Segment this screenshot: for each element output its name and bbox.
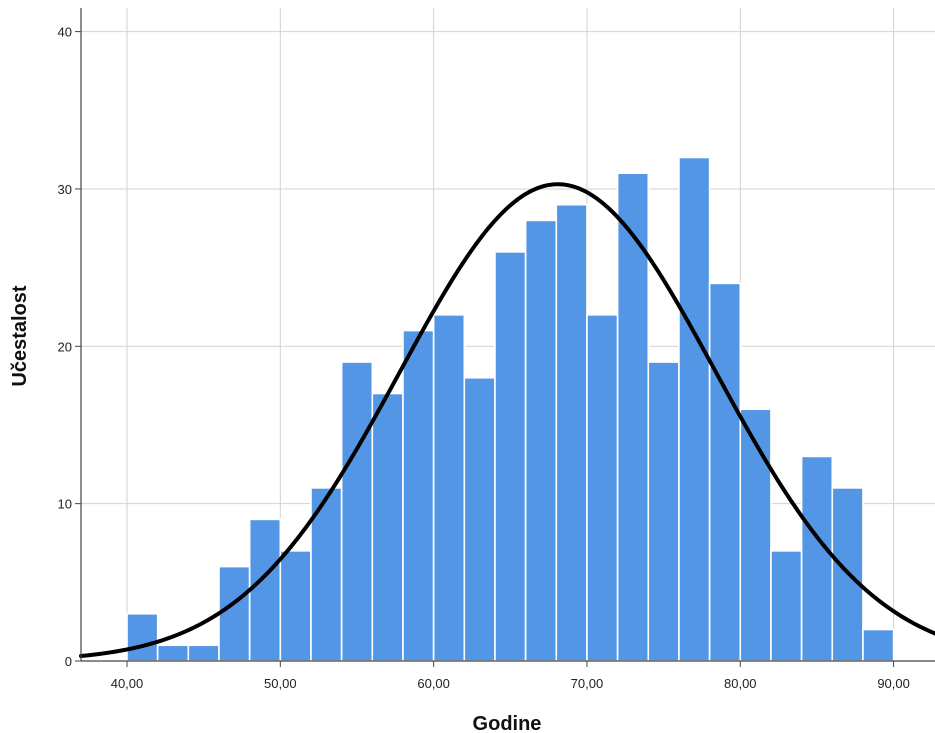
histogram-bar-12 (494, 251, 527, 662)
x-tick-label-4: 80,00 (724, 676, 757, 691)
y-tick-label-4: 40 (58, 25, 72, 40)
histogram-bar-5 (279, 550, 312, 662)
y-axis-title: Učestalost (9, 285, 31, 386)
histogram-bar-22 (800, 455, 834, 662)
histogram-bar-1 (156, 644, 190, 662)
x-tick-label-5: 90,00 (877, 676, 910, 691)
y-tick-label-1: 10 (58, 497, 72, 512)
histogram-bar-16 (616, 172, 650, 662)
histogram-bar-15 (586, 314, 619, 662)
x-tick-labels: 40,00 50,00 60,00 70,00 80,00 90,00 (111, 676, 910, 691)
histogram-bar-0 (126, 612, 159, 662)
histogram-bar-17 (647, 361, 680, 662)
axes (75, 8, 935, 667)
x-axis-title: Godine (473, 713, 542, 733)
y-tick-label-0: 0 (65, 654, 72, 669)
histogram-bar-14 (555, 203, 588, 662)
normal-curve-group (79, 182, 935, 658)
histogram-bar-10 (432, 314, 466, 662)
histogram-bar-24 (862, 628, 895, 662)
histogram-bar-21 (770, 550, 803, 662)
x-tick-label-0: 40,00 (111, 676, 144, 691)
histogram-bar-2 (187, 644, 220, 662)
histogram-bar-9 (402, 329, 435, 662)
histogram-bar-19 (708, 282, 742, 662)
y-tick-labels: 0 10 20 30 40 (58, 25, 72, 669)
histogram-bar-11 (463, 376, 496, 662)
x-tick-label-1: 50,00 (264, 676, 297, 691)
histogram-bar-8 (371, 392, 404, 662)
histogram-bar-4 (248, 518, 282, 662)
histogram-bar-7 (340, 361, 374, 662)
histogram-bar-3 (218, 565, 251, 662)
histogram-bar-13 (524, 219, 558, 662)
y-tick-label-3: 30 (58, 182, 72, 197)
y-tick-label-2: 20 (58, 339, 72, 354)
normal-distribution-curve (79, 182, 935, 658)
x-tick-label-2: 60,00 (417, 676, 450, 691)
histogram-bars (126, 156, 895, 662)
x-tick-label-3: 70,00 (571, 676, 604, 691)
histogram-bar-18 (678, 156, 711, 662)
